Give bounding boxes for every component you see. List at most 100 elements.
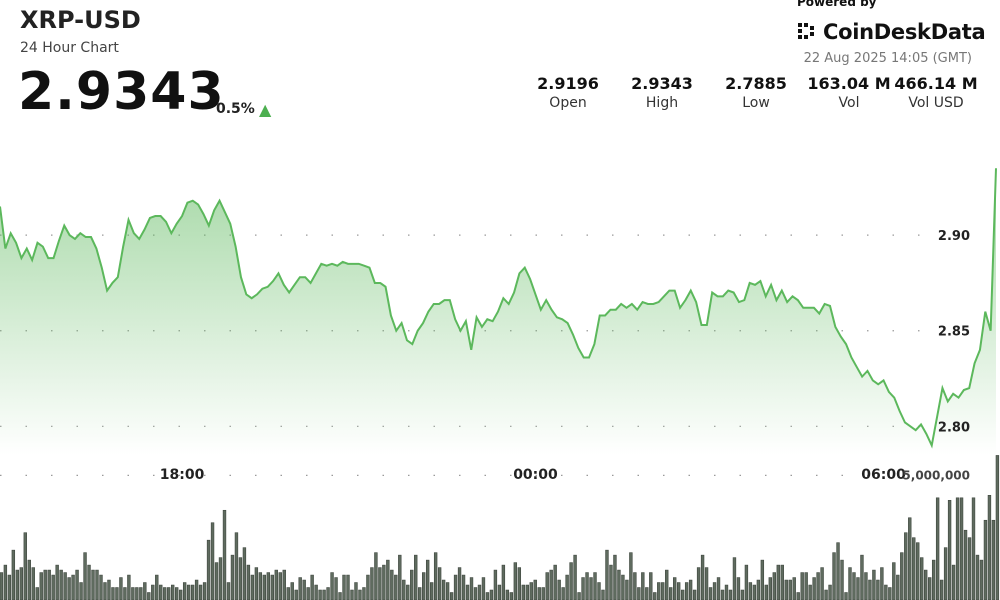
volume-bar: [206, 539, 211, 600]
volume-bar: [872, 569, 876, 600]
coindesk-logo-text: CoinDeskData: [823, 20, 986, 44]
chart-title: XRP-USD: [20, 6, 141, 34]
volume-bar: [378, 567, 382, 600]
volume-bar: [366, 574, 370, 600]
volume-bar: [147, 592, 151, 600]
volume-bar: [7, 574, 12, 600]
stat-high-label: High: [645, 95, 679, 111]
volume-bar: [163, 587, 167, 600]
volume-bar: [732, 557, 737, 600]
volume-bar: [764, 584, 769, 600]
volume-bar: [338, 592, 342, 600]
volume-bar: [63, 572, 67, 600]
volume-tick-label: 5,000,000: [902, 468, 970, 482]
volume-bar: [410, 569, 414, 600]
volume-bar: [593, 572, 597, 600]
volume-bar: [904, 532, 908, 600]
y-axis-tick-labels: 2.80 2.85 2.90: [938, 229, 970, 435]
volume-bar: [971, 497, 976, 600]
volume-bar: [657, 582, 661, 600]
volume-bar: [155, 574, 159, 600]
volume-bar: [171, 584, 175, 600]
volume-bar: [254, 567, 259, 600]
volume-bar: [967, 537, 972, 600]
volume-bar: [425, 559, 430, 600]
volume-bar: [812, 577, 816, 600]
volume-bar: [983, 519, 988, 600]
volume-bar: [943, 547, 948, 600]
volume-bar: [585, 572, 589, 600]
volume-bar: [119, 577, 123, 600]
volume-bar: [167, 587, 171, 600]
volume-bar: [728, 589, 733, 600]
volume-bar: [676, 582, 681, 600]
volume-bar: [712, 582, 717, 600]
stat-vol-usd: 466.14 M Vol USD: [886, 74, 986, 111]
volume-bar: [390, 569, 394, 600]
volume-bar: [605, 549, 609, 600]
volume-bar: [680, 589, 685, 600]
volume-bar: [453, 574, 458, 600]
volume-bar: [71, 574, 75, 600]
volume-bar: [920, 557, 924, 600]
volume-bar: [418, 587, 422, 600]
volume-bar: [354, 582, 358, 600]
volume-bar: [115, 587, 119, 600]
volume-bar: [346, 574, 350, 600]
stat-high-value: 2.9343: [631, 74, 693, 93]
volume-bar: [310, 574, 314, 600]
volume-bar: [549, 569, 553, 600]
volume-bar: [876, 579, 880, 600]
volume-bar: [852, 572, 856, 600]
volume-bar: [896, 574, 900, 600]
volume-bar: [788, 579, 792, 600]
volume-bar: [278, 572, 282, 600]
volume-bar: [505, 589, 510, 600]
volume-bar: [581, 577, 585, 600]
stat-open-value: 2.9196: [537, 74, 599, 93]
volume-bar: [398, 554, 402, 600]
volume-bar: [908, 517, 912, 600]
volume-bar: [445, 582, 450, 600]
volume-bar: [601, 589, 605, 600]
volume-bar: [67, 577, 71, 600]
volume-bar: [748, 582, 753, 600]
volume-bar: [637, 587, 641, 600]
volume-bar: [91, 569, 95, 600]
volume-bar: [947, 500, 952, 600]
volume-bar: [633, 572, 637, 600]
volume-bar: [892, 562, 896, 600]
price-change: 0.5%: [216, 101, 255, 117]
volume-bar: [51, 574, 55, 600]
volume-bar: [537, 587, 541, 600]
volume-bar: [589, 577, 593, 600]
volume-bar: [358, 589, 362, 600]
volume-bar: [242, 547, 247, 600]
coindesk-logo-icon: [798, 23, 814, 39]
volume-bar: [111, 587, 115, 600]
volume-bar: [194, 579, 199, 600]
volume-bar: [362, 587, 366, 600]
volume-bar: [888, 587, 892, 600]
volume-bar: [573, 554, 577, 600]
volume-bar: [422, 572, 426, 600]
volume-bar: [525, 584, 529, 600]
volume-bar: [342, 574, 346, 600]
volume-bar: [708, 587, 713, 600]
volume-bar: [186, 584, 191, 600]
volume-bar: [844, 592, 848, 600]
volume-bar: [724, 584, 729, 600]
volume-bar: [780, 564, 784, 600]
volume-bar: [485, 592, 490, 600]
volume-bar: [744, 564, 749, 600]
volume-bar: [306, 587, 310, 600]
stat-open-label: Open: [549, 95, 587, 111]
volume-bar: [461, 574, 466, 600]
volume-bar: [386, 559, 390, 600]
volume-bar: [509, 592, 514, 600]
volume-bar: [238, 557, 243, 600]
stat-high: 2.9343 High: [612, 74, 712, 111]
stat-low-label: Low: [742, 95, 770, 111]
volume-bar: [645, 587, 649, 600]
